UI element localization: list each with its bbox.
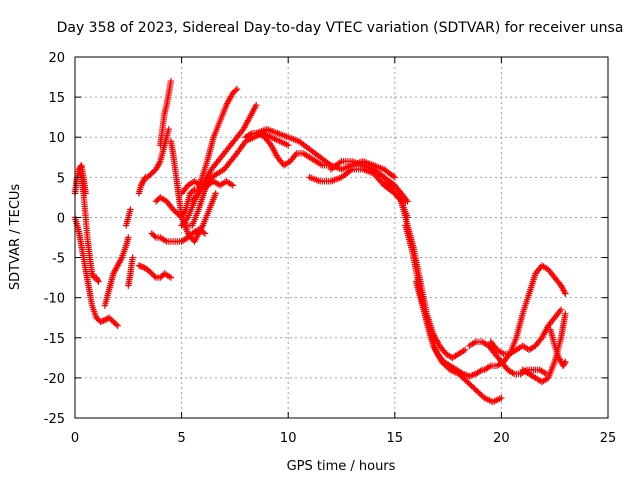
- data-point: [167, 77, 175, 85]
- data-point: [562, 310, 569, 317]
- series-track-13: [178, 178, 236, 197]
- y-axis-title: SDTVAR / TECUs: [8, 184, 23, 291]
- data-point: [95, 278, 102, 285]
- series-track-11: [148, 226, 209, 245]
- data-point: [113, 321, 120, 328]
- tick-layer: -25 -20 -15 -10 -5 0 5 10 15 20 0 5 10 15 20 25: [44, 51, 617, 446]
- data-point: [212, 190, 219, 197]
- data-point: [498, 394, 505, 402]
- data-point: [167, 274, 175, 281]
- data-point: [562, 358, 569, 366]
- data-point: [141, 175, 148, 182]
- series-track-15: [189, 101, 260, 205]
- series-track-22: [397, 198, 469, 362]
- data-point: [336, 159, 344, 166]
- x-tick-label: 10: [280, 431, 297, 446]
- data-point: [125, 234, 132, 241]
- y-tick-label: 10: [48, 131, 65, 146]
- y-tick-label: -10: [44, 292, 65, 307]
- data-point: [201, 230, 209, 237]
- series-track-9: [157, 77, 175, 149]
- data-point: [232, 87, 239, 94]
- data-point: [285, 142, 292, 149]
- series-track-29: [547, 326, 569, 370]
- series-track-7: [135, 262, 175, 281]
- data-point: [253, 101, 260, 109]
- x-tick-label: 5: [177, 431, 185, 446]
- x-tick-label: 0: [71, 431, 79, 446]
- data-point: [229, 182, 236, 189]
- data-point: [404, 198, 411, 205]
- data-point: [151, 232, 158, 240]
- series-track-24: [412, 278, 505, 406]
- y-tick-label: -20: [44, 372, 65, 387]
- data-point: [561, 359, 568, 367]
- series-track-4: [101, 234, 132, 309]
- data-point: [233, 85, 241, 93]
- y-tick-label: 0: [57, 211, 65, 226]
- data-point: [390, 181, 397, 188]
- data-point: [326, 160, 333, 168]
- series-track-26: [481, 262, 569, 374]
- series-track-16: [182, 130, 292, 229]
- series-track-1: [71, 214, 121, 329]
- data-point: [94, 277, 101, 284]
- series-track-10: [152, 190, 219, 245]
- data-layer: [71, 77, 569, 406]
- chart-title: Day 358 of 2023, Sidereal Day-to-day VTE…: [57, 20, 624, 36]
- data-point: [151, 273, 158, 280]
- data-point: [165, 126, 173, 133]
- data-point: [82, 190, 89, 197]
- y-tick-label: -25: [44, 412, 65, 427]
- x-axis-title: GPS time / hours: [287, 459, 396, 474]
- data-point: [127, 206, 134, 213]
- data-point: [557, 306, 565, 313]
- series-track-5: [125, 254, 136, 289]
- data-point: [562, 290, 569, 297]
- series-track-3: [76, 162, 89, 197]
- x-tick-label: 20: [493, 431, 510, 446]
- data-point: [390, 172, 397, 180]
- plot-frame: [74, 56, 609, 419]
- y-tick-label: 5: [57, 171, 65, 186]
- data-point: [129, 254, 136, 261]
- data-point: [461, 346, 469, 354]
- series-track-27: [487, 306, 565, 358]
- series-track-8: [135, 126, 173, 197]
- series-track-6: [122, 206, 134, 229]
- y-tick-label: -5: [52, 252, 65, 267]
- y-tick-label: 20: [48, 51, 65, 66]
- x-tick-label: 15: [387, 431, 404, 446]
- y-tick-label: -15: [44, 332, 65, 347]
- y-tick-label: 15: [48, 91, 65, 106]
- data-point: [114, 322, 121, 329]
- data-point: [90, 273, 97, 280]
- data-point: [347, 167, 354, 174]
- series-track-21: [359, 162, 411, 205]
- x-tick-label: 25: [600, 431, 617, 446]
- data-point: [189, 187, 197, 194]
- data-point: [391, 174, 398, 181]
